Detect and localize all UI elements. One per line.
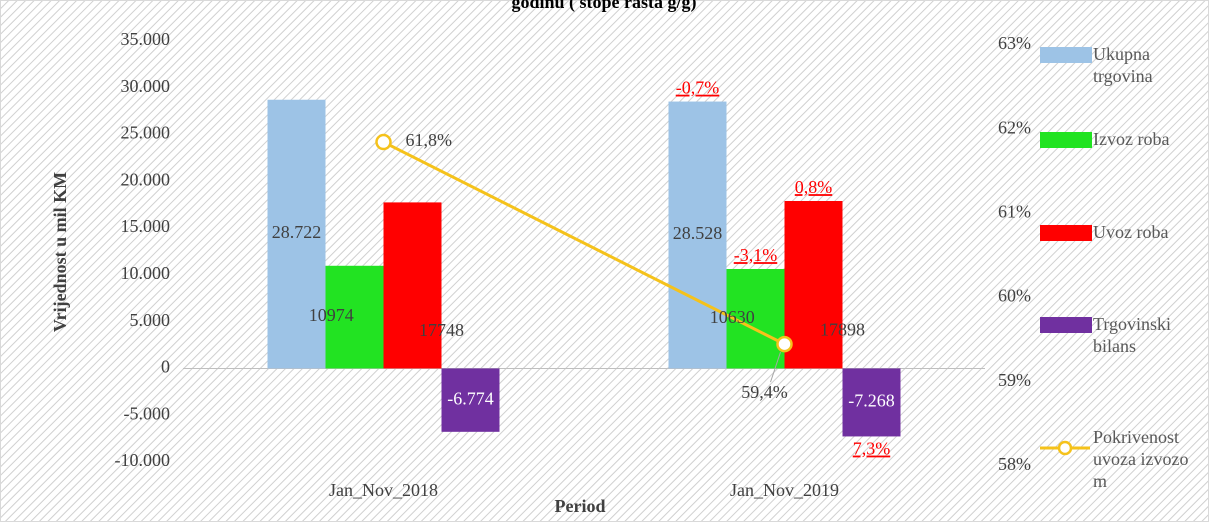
chart-title: godinu ( stope rasta g/g) <box>511 0 696 13</box>
legend-label: Izvoz roba <box>1093 129 1170 149</box>
y2-tick-label: 63% <box>998 33 1031 53</box>
legend-swatch <box>1040 225 1092 241</box>
bar <box>842 368 901 437</box>
line-marker <box>776 335 793 353</box>
annotation: 0,8% <box>795 177 833 197</box>
y-tick-label: 10.000 <box>121 263 171 283</box>
annotation: 7,3% <box>853 439 891 459</box>
data-label: 10974 <box>309 305 354 325</box>
x-tick-label: Jan_Nov_2019 <box>730 480 839 500</box>
legend-label: Uvoz roba <box>1093 222 1169 242</box>
bar <box>267 99 326 369</box>
leader-line <box>770 351 781 383</box>
legend-label: Trgovinski bilans <box>1093 314 1172 356</box>
y2-tick-label: 61% <box>998 202 1031 222</box>
y-tick-label: -5.000 <box>124 403 171 423</box>
legend-swatch <box>1040 47 1092 63</box>
data-label: 17898 <box>820 320 865 340</box>
x-tick-label: Jan_Nov_2018 <box>329 480 438 500</box>
legend-label: Ukupna trgovina <box>1093 44 1153 86</box>
line <box>382 140 786 346</box>
bar <box>441 368 500 432</box>
data-label: 17748 <box>419 320 464 340</box>
y-tick-label: -10.000 <box>115 450 171 470</box>
legend-swatch <box>1040 132 1092 148</box>
annotation: -3,1% <box>734 245 778 265</box>
legend-label: Pokrivenost uvoza izvozom <box>1093 427 1189 491</box>
annotation: -0,7% <box>676 78 720 98</box>
bar <box>325 265 384 369</box>
y2-tick-label: 60% <box>998 286 1031 306</box>
data-label: -6.774 <box>447 388 494 408</box>
y-tick-label: 20.000 <box>121 169 171 189</box>
y2-tick-label: 58% <box>998 454 1031 474</box>
bar <box>668 101 727 369</box>
data-label: 59,4% <box>741 382 788 402</box>
y-tick-label: 0 <box>161 357 170 377</box>
y2-tick-label: 62% <box>998 117 1031 137</box>
line-marker <box>375 133 392 151</box>
x-axis-label: Period <box>555 496 606 516</box>
bar <box>784 200 843 369</box>
data-label: 28.528 <box>673 223 723 243</box>
y-tick-label: 30.000 <box>121 76 171 96</box>
y-tick-label: 35.000 <box>121 29 171 49</box>
y2-tick-label: 59% <box>998 370 1031 390</box>
legend-marker <box>1057 440 1073 456</box>
data-label: 10630 <box>710 307 755 327</box>
y-tick-label: 25.000 <box>121 123 171 143</box>
bar <box>383 202 442 369</box>
y-axis-label: Vrijednost u mil KM <box>50 172 70 332</box>
y-tick-label: 5.000 <box>130 310 171 330</box>
y-tick-label: 15.000 <box>121 216 171 236</box>
legend-swatch <box>1040 317 1092 333</box>
data-label: -7.268 <box>848 391 895 411</box>
data-label: 61,8% <box>406 130 453 150</box>
data-label: 28.722 <box>272 222 322 242</box>
